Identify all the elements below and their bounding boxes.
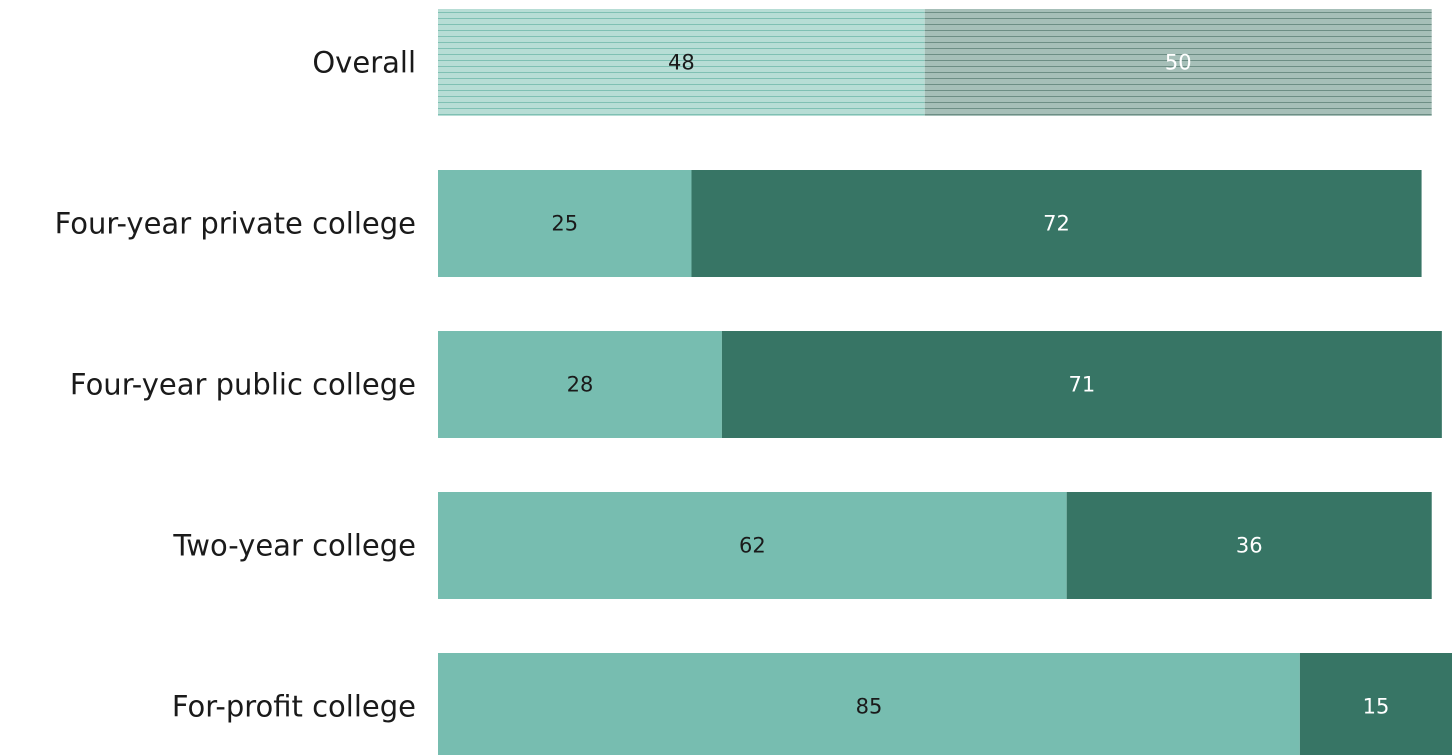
bar-row-two-year-college: Two-year college 62 36	[172, 492, 1432, 599]
data-label: 36	[1236, 534, 1263, 558]
data-label: 85	[856, 695, 883, 719]
bar-segment-1	[438, 170, 692, 277]
bar-segment-1	[438, 653, 1300, 755]
data-label: 15	[1363, 695, 1390, 719]
bar-segment-1	[438, 9, 925, 116]
bar-segment-2	[721, 331, 1442, 438]
bar-row-four-year-private-college: Four-year private college 25 72	[55, 170, 1422, 277]
data-label: 28	[567, 373, 594, 397]
data-label: 72	[1043, 212, 1070, 236]
data-label: 50	[1165, 51, 1192, 75]
category-label: Four-year public college	[70, 368, 416, 402]
category-label: Overall	[312, 46, 416, 80]
bar-segment-2	[691, 170, 1422, 277]
bar-row-overall: Overall 48 50	[312, 9, 1432, 116]
bar-segment-2	[1299, 653, 1452, 755]
data-label: 25	[551, 212, 578, 236]
bar-segment-1	[438, 331, 722, 438]
data-label: 62	[739, 534, 766, 558]
bar-row-for-profit-college: For-profit college 85 15	[172, 653, 1452, 755]
bar-segment-2	[1066, 492, 1432, 599]
bar-segment-1	[438, 492, 1067, 599]
data-label: 71	[1069, 373, 1096, 397]
bar-segment-2	[924, 9, 1432, 116]
category-label: For-profit college	[172, 690, 416, 724]
category-label: Two-year college	[172, 529, 416, 563]
bar-row-four-year-public-college: Four-year public college 28 71	[70, 331, 1442, 438]
data-label: 48	[668, 51, 695, 75]
category-label: Four-year private college	[55, 207, 416, 241]
